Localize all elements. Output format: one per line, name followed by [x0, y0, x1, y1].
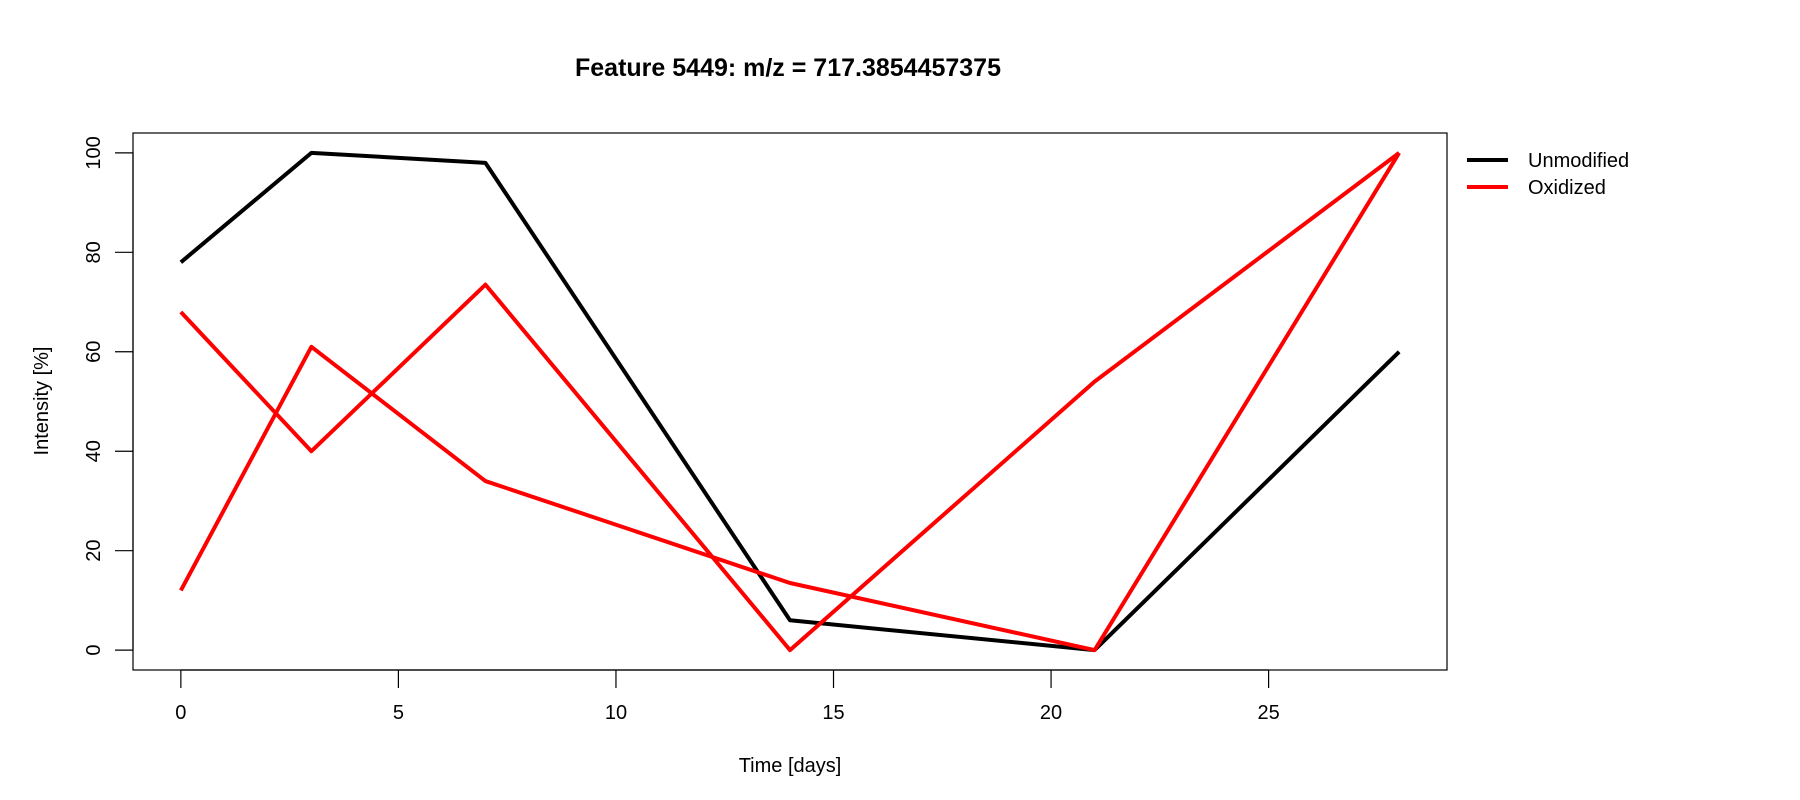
plot-area-border [132, 132, 1448, 671]
x-tick-label: 25 [1257, 702, 1279, 724]
legend-label-unmodified: Unmodified [1528, 150, 1629, 172]
series-line-oxidized-2 [179, 151, 1401, 653]
y-axis-label: Intensity [%] [31, 347, 53, 456]
y-tick-label: 40 [83, 440, 105, 462]
x-tick-label: 10 [605, 702, 627, 724]
series-line-unmodified-1 [179, 150, 1401, 653]
legend-label-oxidized: Oxidized [1528, 177, 1606, 199]
y-tick-label: 100 [83, 136, 105, 169]
chart-title: Feature 5449: m/z = 717.3854457375 [575, 54, 1001, 82]
x-axis-label: Time [days] [739, 755, 842, 777]
series-line-oxidized-3 [179, 151, 1401, 653]
y-tick-label: 20 [83, 540, 105, 562]
y-tick-label: 60 [83, 341, 105, 363]
x-tick-label: 15 [822, 702, 844, 724]
y-tick-label: 80 [83, 241, 105, 263]
x-tick-label: 0 [175, 702, 186, 724]
x-tick-label: 5 [393, 702, 404, 724]
y-tick-label: 0 [83, 645, 105, 656]
y-axis: 0 20 40 60 80 100 [83, 136, 134, 656]
x-axis: 0 5 10 15 20 25 [175, 669, 1280, 724]
x-tick-label: 20 [1040, 702, 1062, 724]
series-group [179, 150, 1401, 653]
legend: Unmodified Oxidized [1467, 150, 1629, 199]
